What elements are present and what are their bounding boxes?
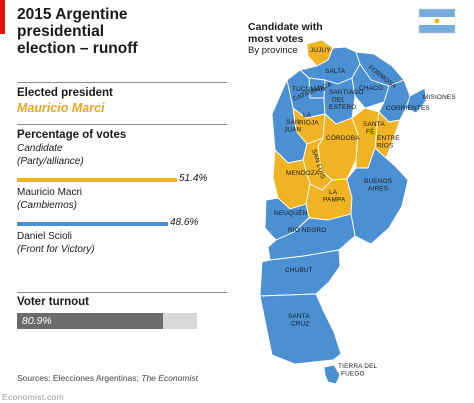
elected-label: Elected president [17,87,113,99]
macri-vote-bar [17,178,177,182]
province-tierra-del-fuego [323,364,341,385]
province-santa-cruz [259,293,342,365]
source-note: Sources: Elecciones Argentinas; The Econ… [17,373,198,383]
province-rio-negro [267,213,356,261]
province-label: SALTA [325,68,346,75]
scioli-name: Daniel Scioli [17,231,73,242]
source-prefix: Sources: Elecciones Argentinas; [17,373,142,383]
scioli-vote-bar [17,222,168,226]
macri-vote-percent: 51.4% [179,173,208,184]
province-label: RÍO NEGRO [288,225,326,234]
province-label: TIERRA DEL FUEGO [338,363,378,378]
scioli-vote-percent: 48.6% [170,217,199,228]
turnout-label: Voter turnout [17,296,89,308]
map-legend-title: Candidate with most votes [248,21,323,45]
argentina-flag-icon [418,8,456,34]
province-label: SANTA CRUZ [288,313,310,328]
province-label: BUENOS AIRES [364,178,392,193]
province-label: SANTA FÉ [363,121,385,136]
province-label: TUCUMÁN [292,84,326,93]
province-label: CHACO [359,85,383,92]
turnout-percent: 80.9% [22,315,52,327]
province-label: NEUQUÉN [274,208,308,217]
province-label: CHUBUT [285,267,313,274]
source-italic: The Economist [141,373,198,383]
province-label: JUJUY [310,47,331,54]
scioli-party: (Front for Victory) [17,244,95,255]
province-label: LA RIOJA [299,112,319,127]
legend-title-line-2: most votes [248,33,304,45]
turnout-bar-track: 80.9% [17,313,197,329]
percentage-label: Percentage of votes [17,129,127,141]
map-legend-subtitle: By province [248,45,298,56]
title-line-1: 2015 Argentine [17,6,128,23]
site-credit: Economist.com [2,392,65,402]
turnout-bar-fill [17,313,163,329]
title-line-2: presidential [17,23,104,40]
percentage-subtitle-candidate: Candidate [17,143,63,154]
province-label: MENDOZA [286,170,320,177]
divider [17,82,227,83]
divider [17,292,227,293]
macri-party: (Cambiemos) [17,200,78,211]
elected-name: Mauricio Marci [17,101,105,115]
province-label: SAN JUAN [284,119,302,134]
title-line-3: election – runoff [17,40,138,57]
province-label: CORRIENTES [386,105,430,112]
province-label: SANTIAGO DEL ESTERO [329,89,364,111]
legend-title-line-1: Candidate with [248,21,323,33]
province-entre-rios [374,111,401,159]
province-label: LA PAMPA [323,189,346,204]
page-title: 2015 Argentine presidential election – r… [17,6,227,57]
divider [17,124,227,125]
province-label: CÓRDOBA [326,133,360,142]
macri-name: Mauricio Macri [17,187,83,198]
percentage-subtitle-party: (Party/alliance) [17,156,84,167]
economist-red-accent [0,0,5,34]
province-label: MISIONES [423,94,456,101]
province-label: ENTRE RÍOS [377,135,400,150]
